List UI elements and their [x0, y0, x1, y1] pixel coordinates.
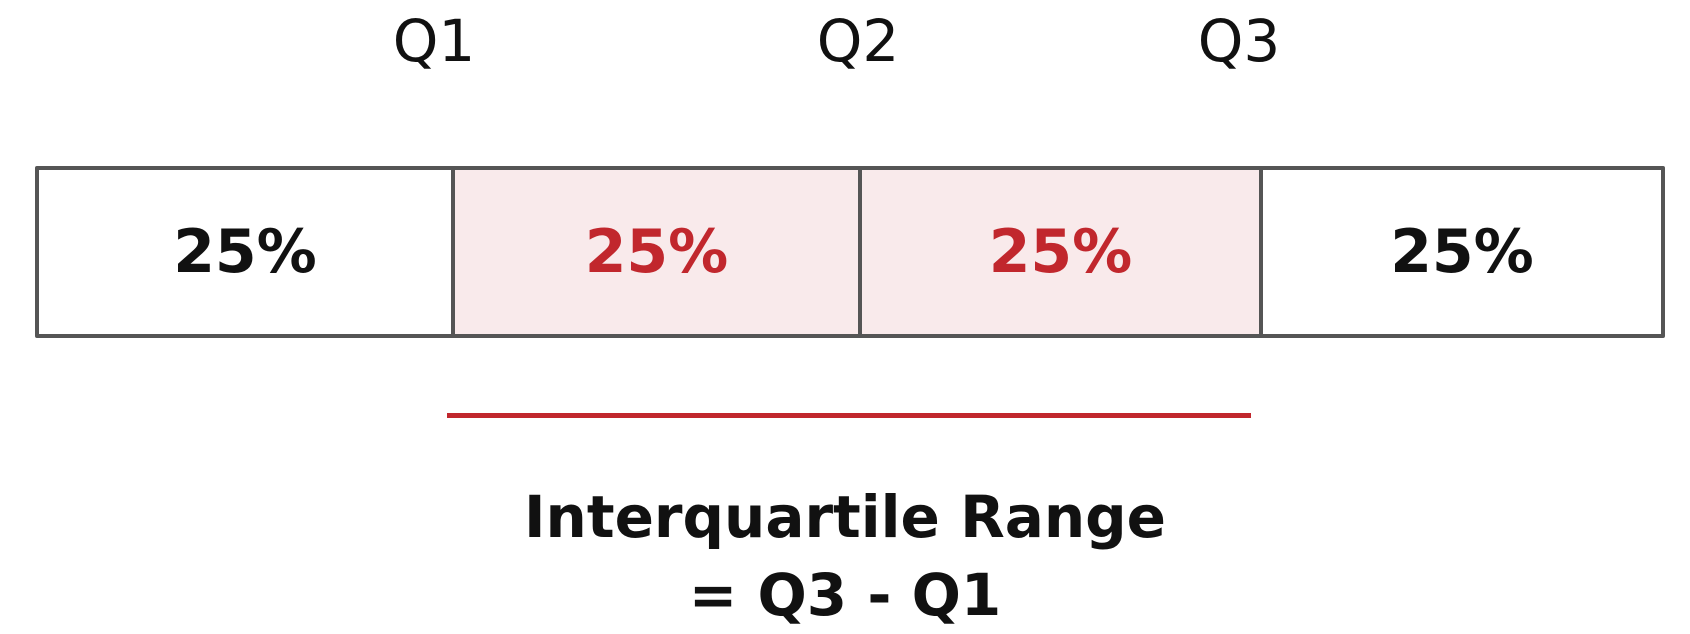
q3-label: Q3	[1197, 7, 1281, 75]
q2-label: Q2	[816, 7, 900, 75]
caption-formula: = Q3 - Q1	[688, 561, 1002, 629]
segment-second-quartile: 25%	[451, 170, 858, 334]
q1-label: Q1	[392, 7, 476, 75]
segment-third-quartile: 25%	[858, 170, 1259, 334]
quartile-bar: 25% 25% 25% 25%	[35, 166, 1665, 338]
interquartile-range-line	[447, 413, 1251, 418]
caption-title: Interquartile Range	[523, 483, 1167, 551]
segment-lower-quartile: 25%	[173, 217, 317, 287]
segment-upper-quartile: 25%	[1259, 170, 1661, 334]
